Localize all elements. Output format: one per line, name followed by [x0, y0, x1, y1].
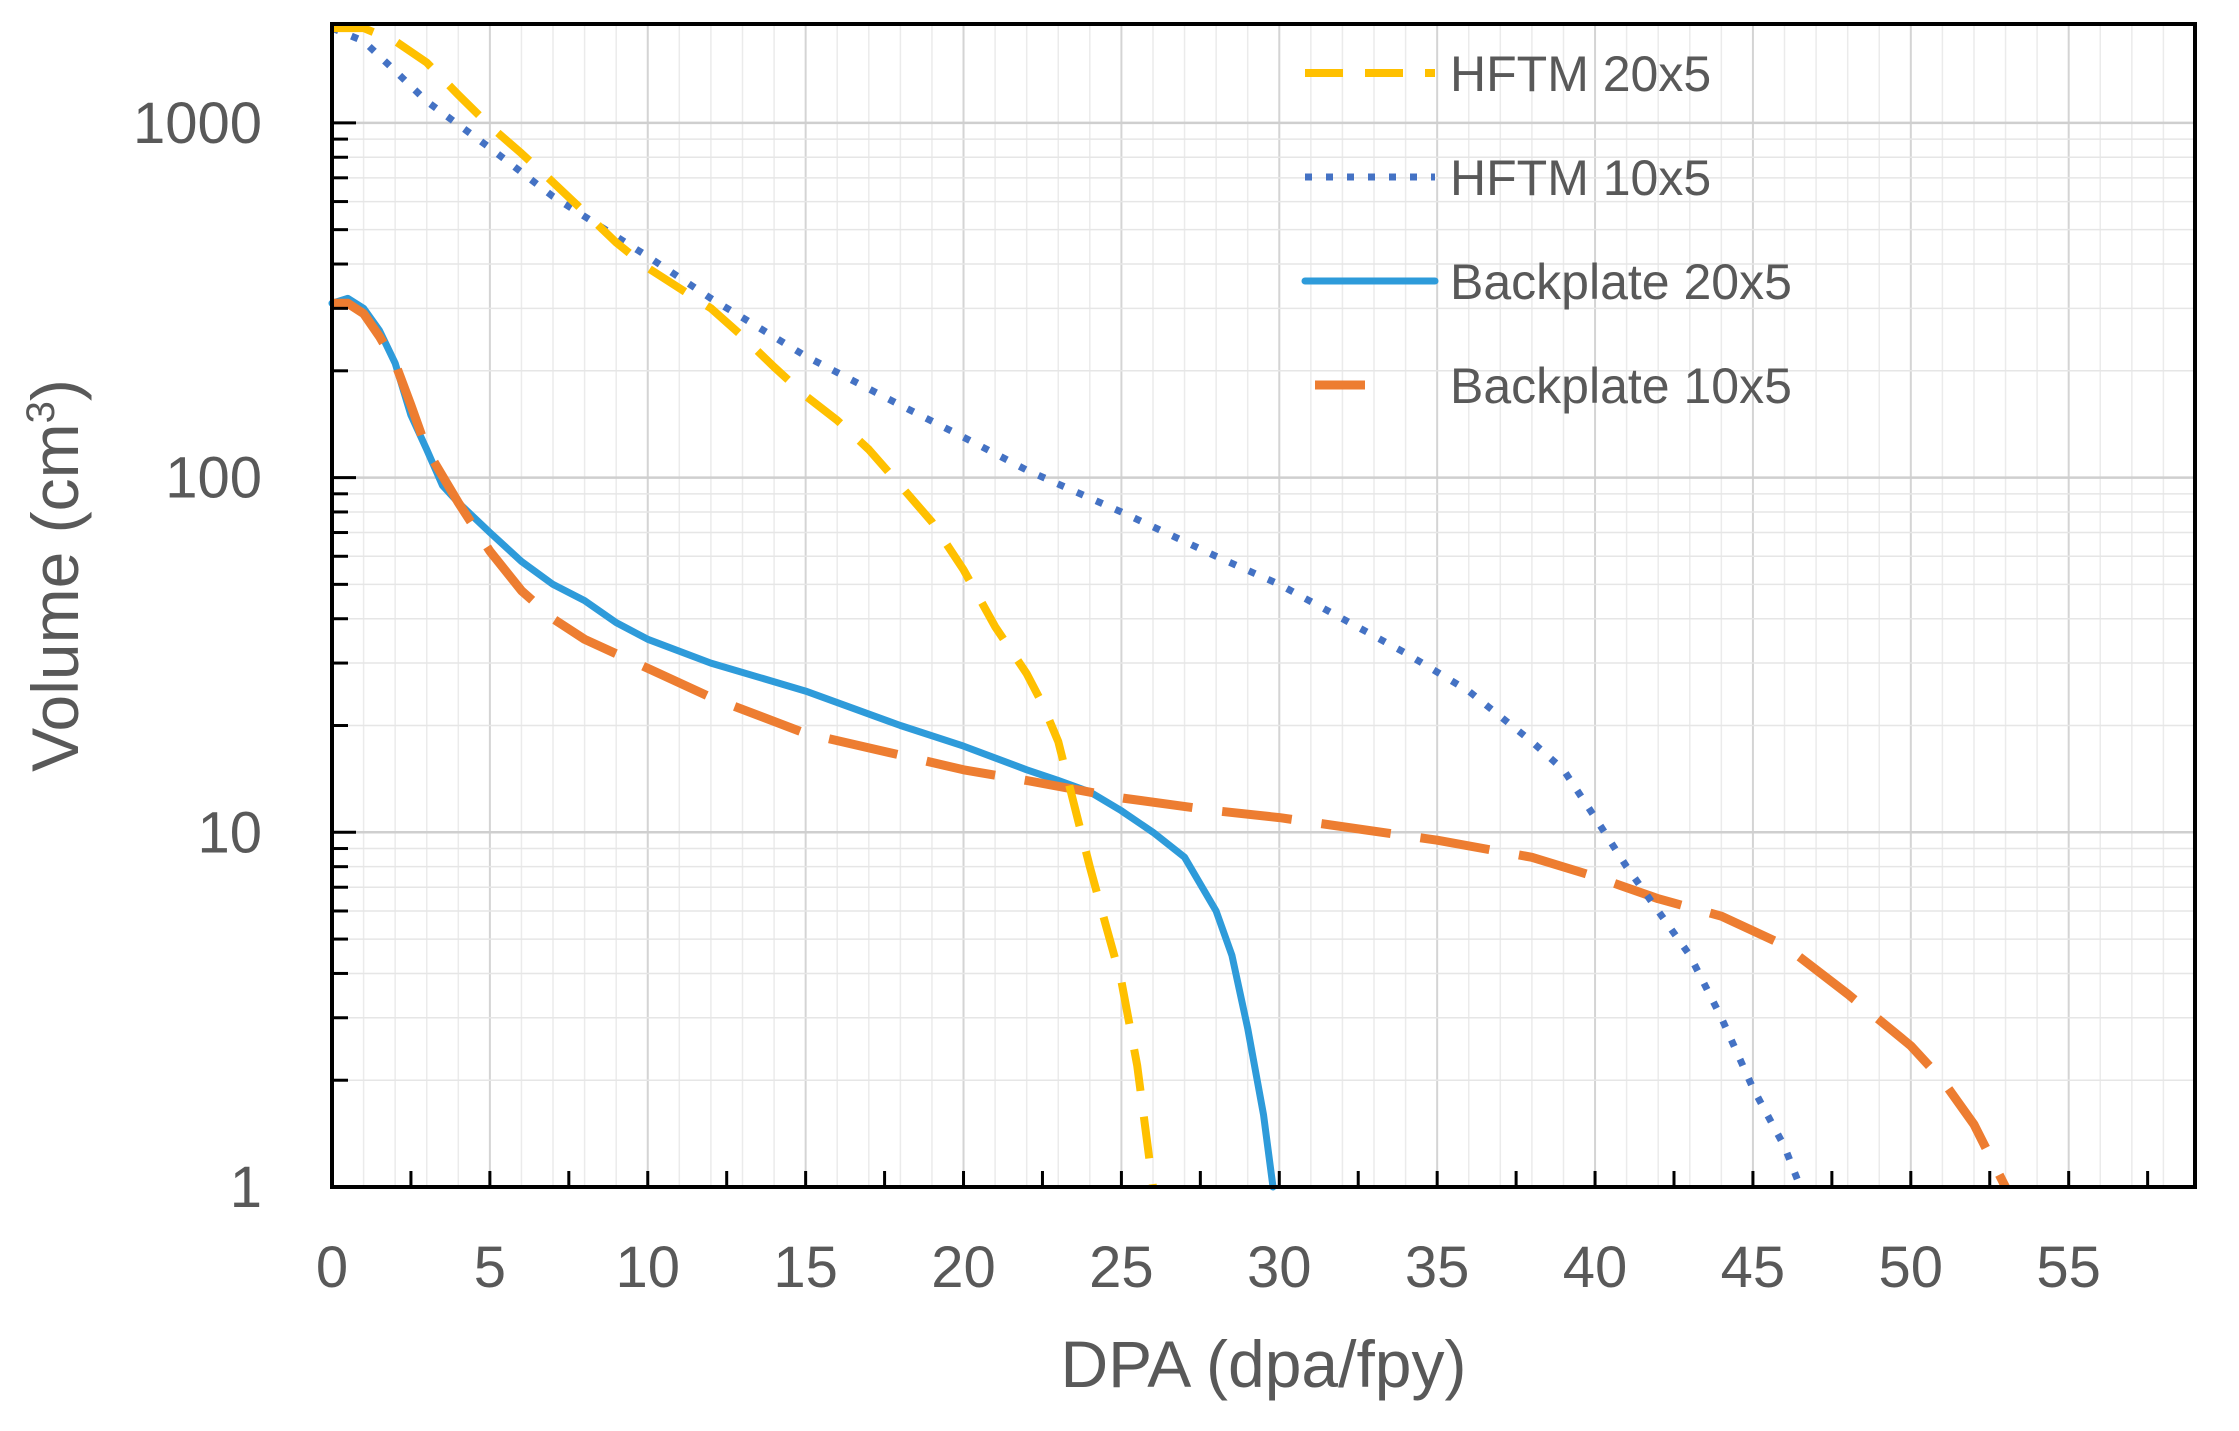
y-axis-title: Volume (cm3): [18, 379, 92, 772]
x-tick-label: 45: [1721, 1235, 1786, 1300]
tick-labels: 0 5 10 15 20 25 30 35 40 45 50 55 1 10 100 1000: [133, 91, 2101, 1300]
legend-label: HFTM 10x5: [1450, 150, 1711, 206]
y-tick-label: 1: [230, 1155, 262, 1220]
y-axis-title-main: Volume (cm: [18, 423, 92, 771]
legend-label: Backplate 20x5: [1450, 254, 1792, 310]
x-tick-label: 20: [931, 1235, 996, 1300]
series-line-hftm-20x5: [332, 24, 1157, 1188]
series-lines: [328, 24, 2010, 1191]
plot-area-frame: [330, 22, 2197, 1189]
axis-ticks: [330, 121, 2150, 1189]
x-tick-label: 5: [474, 1235, 506, 1300]
series-line-hftm-10x5: [330, 24, 1804, 1189]
x-tick-label: 25: [1089, 1235, 1154, 1300]
x-tick-label: 40: [1563, 1235, 1628, 1300]
legend-label: Backplate 10x5: [1450, 358, 1792, 414]
x-tick-label: 55: [2036, 1235, 2101, 1300]
y-tick-label: 10: [197, 800, 262, 865]
x-tick-label: 0: [316, 1235, 348, 1300]
x-tick-label: 50: [1879, 1235, 1944, 1300]
x-tick-label: 35: [1405, 1235, 1470, 1300]
x-tick-label: 30: [1247, 1235, 1312, 1300]
y-axis-title-superscript: 3: [19, 401, 63, 423]
legend: HFTM 20x5 HFTM 10x5 Backplate 20x5 Backplat…: [1301, 46, 1792, 414]
series-line-backplate-10x5: [332, 298, 2010, 1190]
y-tick-label: 1000: [133, 91, 262, 156]
x-tick-label: 10: [616, 1235, 681, 1300]
y-tick-label: 100: [165, 446, 262, 511]
y-axis-title-close: ): [18, 379, 92, 401]
x-axis-title: DPA (dpa/fpy): [1061, 1327, 1467, 1401]
legend-label: HFTM 20x5: [1450, 46, 1711, 102]
gridlines: [332, 24, 2195, 1187]
x-tick-label: 15: [773, 1235, 838, 1300]
